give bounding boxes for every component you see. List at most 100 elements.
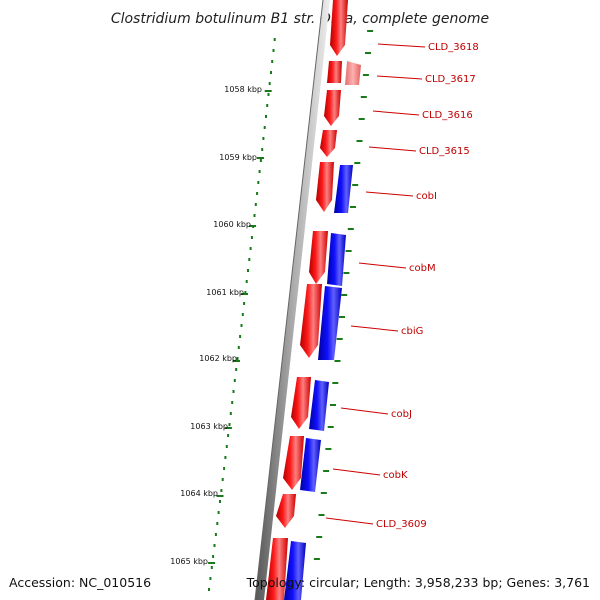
scale-dot <box>241 313 244 316</box>
scale-dot <box>244 291 247 294</box>
scale-dot <box>271 60 274 63</box>
outer-track-dash <box>356 140 363 142</box>
scale-label: 1060 kbp <box>213 220 251 229</box>
reverse-genes <box>284 61 361 600</box>
gene-cld-3616-arrow[interactable] <box>324 90 341 126</box>
scale-dot <box>270 71 272 74</box>
scale-dot <box>239 335 242 338</box>
scale-dot <box>261 148 264 151</box>
scale-dot <box>227 434 230 437</box>
map-title: Clostridium botulinum B1 str. Okra, comp… <box>111 11 489 27</box>
gene-cld-3617-reverse[interactable] <box>345 61 361 85</box>
scale-dot <box>263 126 266 129</box>
gene-label[interactable]: cobJ <box>391 409 412 420</box>
scale-ticks <box>208 90 272 564</box>
scale-dot <box>253 214 256 217</box>
outer-track-dash <box>334 360 341 362</box>
accession-text: Accession: NC_010516 <box>9 575 152 590</box>
gene-cld-3618-arrow[interactable] <box>330 0 348 56</box>
gene-cld-3615-arrow[interactable] <box>320 130 337 157</box>
gene-cobk-arrow[interactable] <box>283 436 304 490</box>
scale-tick <box>264 90 272 92</box>
gene-label[interactable]: CLD_3618 <box>428 42 479 53</box>
scale-dot <box>243 302 246 305</box>
gene-cobi-arrow[interactable] <box>316 162 334 212</box>
gene-next-cds[interactable] <box>284 541 306 600</box>
scale-dot <box>235 368 238 371</box>
outer-track-dash <box>332 382 339 384</box>
gene-cobj-cds[interactable] <box>309 380 329 431</box>
scale-dot <box>228 423 231 426</box>
scale-dot <box>273 38 276 41</box>
topology-text: Topology: circular; Length: 3,958,233 bp… <box>246 575 590 590</box>
outer-track-dash <box>320 492 327 494</box>
scale-dot <box>247 269 249 272</box>
scale-dot <box>267 93 270 96</box>
gene-label[interactable]: CLD_3617 <box>425 74 476 85</box>
outer-track-dash <box>360 96 367 98</box>
outer-track-dash <box>345 250 352 252</box>
gene-label[interactable]: cobK <box>383 470 408 481</box>
gene-label[interactable]: CLD_3609 <box>376 519 427 530</box>
scale-label: 1062 kbp <box>199 354 237 363</box>
gene-label[interactable]: cobM <box>409 263 436 274</box>
scale-dot <box>250 236 253 239</box>
outer-track-dash <box>365 52 371 54</box>
outer-track-dash <box>313 558 320 560</box>
outer-track-dash <box>327 426 334 428</box>
outer-track-dash <box>350 206 356 208</box>
scale-tick <box>249 225 257 227</box>
gene-cbig-cds[interactable] <box>318 286 342 360</box>
scale-dot <box>256 192 259 195</box>
gene-cobm-cds[interactable] <box>327 233 346 286</box>
gene-label[interactable]: CLD_3616 <box>422 110 473 121</box>
scale-dot <box>212 555 215 558</box>
scale-label: 1058 kbp <box>224 85 262 94</box>
scale-labels: 1058 kbp 1059 kbp 1060 kbp 1061 kbp 1062… <box>170 85 262 566</box>
outer-track-dash <box>325 448 332 450</box>
outer-track-dash <box>323 470 330 472</box>
gene-cld-3609-arrow[interactable] <box>276 494 296 528</box>
gene-label[interactable]: cbiG <box>401 326 423 337</box>
scale-tick <box>233 360 240 362</box>
scale-dot <box>208 588 210 591</box>
scale-dot <box>262 137 265 140</box>
scale-label: 1065 kbp <box>170 557 208 566</box>
genome-backbone <box>255 0 330 600</box>
gene-next-arrow[interactable] <box>266 538 288 600</box>
scale-tick <box>208 562 216 564</box>
scale-dot <box>229 412 232 415</box>
gene-cobm-arrow[interactable] <box>309 231 328 284</box>
scale-dot <box>265 115 267 118</box>
outer-track-dash <box>362 74 369 76</box>
scale-label: 1063 kbp <box>190 422 228 431</box>
scale-dot <box>223 467 226 470</box>
outer-track-dash <box>358 118 365 120</box>
gene-cobk-cds[interactable] <box>300 438 321 492</box>
scale-dot <box>219 500 221 503</box>
outer-track-dash <box>336 338 343 340</box>
outer-track-dash <box>352 184 359 186</box>
gene-cobi-cds[interactable] <box>334 165 353 213</box>
scale-dot <box>225 445 228 448</box>
gene-cobj-arrow[interactable] <box>291 377 311 429</box>
scale-tick <box>216 495 224 497</box>
gene-label[interactable]: CLD_3615 <box>419 146 470 157</box>
scale-dot <box>257 181 260 184</box>
outer-track-dash <box>316 536 323 538</box>
outer-track-dash <box>347 228 354 230</box>
gene-label[interactable]: cobI <box>416 191 437 202</box>
outer-track-dash <box>354 162 361 164</box>
gene-cld-3617-block[interactable] <box>327 61 342 83</box>
outer-track <box>313 30 374 560</box>
scale-dot <box>232 390 235 393</box>
gene-cbig-arrow[interactable] <box>300 284 322 358</box>
scale-label: 1059 kbp <box>219 153 257 162</box>
scale-tick <box>224 427 232 429</box>
scale-dot <box>231 401 234 404</box>
gene-labels: CLD_3618 CLD_3617 CLD_3616 CLD_3615 cobI… <box>376 42 479 530</box>
scale-dot <box>237 346 240 349</box>
outer-track-dash <box>341 294 348 296</box>
scale-tick <box>241 293 248 295</box>
outer-track-dash <box>339 316 345 318</box>
